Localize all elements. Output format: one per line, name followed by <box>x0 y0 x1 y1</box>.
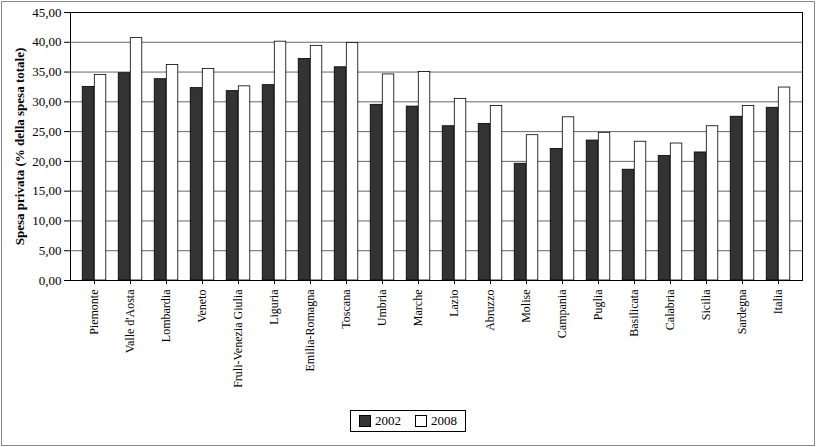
svg-text:10,00: 10,00 <box>32 213 61 228</box>
svg-text:5,00: 5,00 <box>39 243 62 258</box>
svg-text:Veneto: Veneto <box>195 290 209 323</box>
svg-text:Lazio: Lazio <box>447 290 461 317</box>
svg-text:Puglia: Puglia <box>591 289 605 320</box>
svg-text:Fruli-Venezia Giulia: Fruli-Venezia Giulia <box>231 289 245 388</box>
svg-text:25,00: 25,00 <box>32 124 61 139</box>
svg-text:45,00: 45,00 <box>32 5 61 20</box>
svg-text:Piemonte: Piemonte <box>87 290 101 335</box>
svg-text:Sardegna: Sardegna <box>735 289 749 334</box>
svg-text:Molise: Molise <box>519 290 533 323</box>
svg-text:Calabria: Calabria <box>663 289 677 330</box>
svg-text:Spesa privata (% della spesa t: Spesa privata (% della spesa totale) <box>12 48 27 246</box>
svg-text:Liguria: Liguria <box>267 289 281 325</box>
svg-text:15,00: 15,00 <box>32 183 61 198</box>
svg-text:Valle d'Aosta: Valle d'Aosta <box>123 289 137 353</box>
svg-text:20,00: 20,00 <box>32 154 61 169</box>
svg-text:Toscana: Toscana <box>339 289 353 329</box>
svg-text:Italia: Italia <box>771 289 785 314</box>
svg-text:Emilia-Romagna: Emilia-Romagna <box>303 289 317 372</box>
svg-text:40,00: 40,00 <box>32 34 61 49</box>
html-text:2002: 2002 <box>375 413 401 428</box>
svg-text:Abruzzo: Abruzzo <box>483 290 497 331</box>
svg-text:Umbria: Umbria <box>375 289 389 326</box>
svg-text:Campania: Campania <box>555 289 569 338</box>
svg-text:Lombardia: Lombardia <box>159 289 173 342</box>
svg-text:35,00: 35,00 <box>32 64 61 79</box>
svg-text:0,00: 0,00 <box>39 273 62 288</box>
svg-text:30,00: 30,00 <box>32 94 61 109</box>
svg-text:Sicilia: Sicilia <box>699 289 713 320</box>
svg-text:Basilicata: Basilicata <box>627 289 641 337</box>
svg-text:Marche: Marche <box>411 290 425 327</box>
html-text:2008: 2008 <box>431 413 457 428</box>
